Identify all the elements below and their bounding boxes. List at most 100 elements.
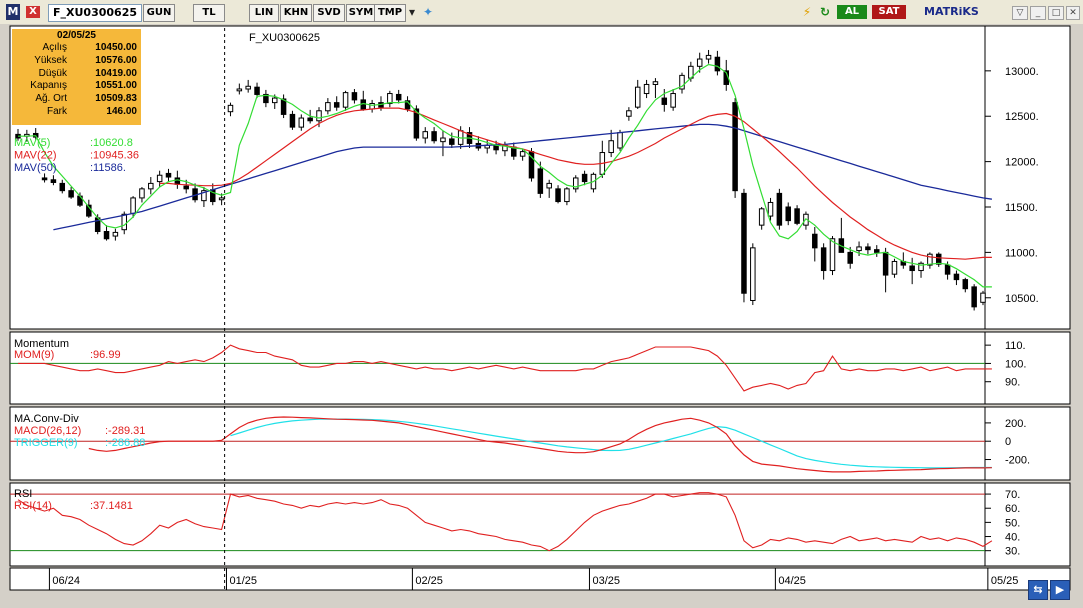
template-button[interactable]: TMP — [374, 4, 406, 22]
candle — [962, 279, 969, 290]
candle — [847, 251, 853, 264]
candle — [387, 93, 393, 105]
linear-scale-button[interactable]: LIN — [249, 4, 279, 22]
app-logo[interactable]: M — [6, 4, 20, 20]
candle — [307, 117, 313, 122]
play-icon[interactable]: ▶ — [1050, 580, 1070, 600]
candle — [316, 110, 322, 122]
candle — [201, 190, 207, 202]
info-label: Kapanış — [30, 80, 67, 92]
info-value: 10419.00 — [95, 67, 137, 79]
legend-name: TRIGGER(9) — [14, 437, 78, 449]
candle — [927, 253, 933, 266]
x-tick-label: 03/25 — [592, 575, 620, 587]
legend-value: :11586. — [90, 162, 126, 174]
candle — [263, 93, 269, 104]
candle — [342, 92, 349, 108]
symbol-field[interactable]: F_XU0300625 — [48, 4, 143, 22]
candle — [918, 262, 924, 272]
momentum-title: Momentum — [14, 338, 69, 350]
candle — [874, 249, 880, 253]
legend-name: MAV(22) — [14, 150, 57, 162]
legend-value: :-286.88 — [105, 437, 145, 449]
candle — [696, 58, 703, 67]
y-tick-label: 11000. — [1005, 247, 1038, 259]
info-value: 10576.00 — [95, 54, 137, 66]
y-tick-label: 200. — [1005, 418, 1026, 430]
candle — [820, 247, 827, 272]
candle — [741, 192, 747, 294]
legend-value: :-289.31 — [105, 425, 145, 437]
sell-button[interactable]: SAT — [872, 5, 906, 19]
candle — [218, 197, 225, 201]
candle — [519, 151, 526, 157]
toolbar: M X F_XU0300625 GUN TL LIN KHN SVD SYM T… — [0, 0, 1083, 25]
legend-value: :10620.8 — [90, 137, 133, 149]
legend-name: MOM(9) — [14, 349, 54, 361]
candle — [148, 182, 154, 190]
svd-button[interactable]: SVD — [313, 4, 345, 22]
info-value: 10551.00 — [95, 80, 137, 92]
dropdown-icon[interactable]: ▾ — [408, 5, 416, 19]
candle — [980, 292, 986, 303]
brand-label: MATRiKS — [924, 5, 979, 18]
candle — [130, 197, 136, 214]
maximize-icon[interactable]: □ — [1048, 6, 1064, 20]
info-label: Düşük — [38, 67, 67, 79]
candle — [413, 108, 420, 139]
candle — [183, 185, 189, 190]
y-tick-label: 100. — [1005, 358, 1026, 370]
x-tick-label: 06/24 — [52, 575, 80, 587]
candle — [608, 140, 614, 154]
candle — [617, 132, 623, 149]
close-chart-button[interactable]: X — [26, 6, 40, 18]
legend-value: :96.99 — [90, 349, 121, 361]
candle — [812, 233, 818, 249]
info-value: 10450.00 — [95, 42, 137, 53]
info-label: Ağ. Ort — [35, 93, 67, 105]
candle — [750, 247, 756, 301]
y-tick-label: 90. — [1005, 377, 1020, 389]
candle — [643, 83, 650, 95]
y-tick-label: 12000. — [1005, 157, 1039, 169]
info-row-diff: Fark 146.00 — [12, 106, 141, 119]
candle — [767, 201, 774, 217]
candle — [333, 102, 340, 108]
candle — [103, 231, 110, 240]
buy-button[interactable]: AL — [837, 5, 867, 19]
currency-button[interactable]: TL — [193, 4, 225, 22]
candle — [785, 206, 791, 222]
candle — [351, 92, 358, 101]
mav22-line — [159, 107, 992, 260]
info-date: 02/05/25 — [57, 30, 96, 41]
legend-name: MAV(5) — [14, 137, 50, 149]
period-button[interactable]: GUN — [143, 4, 175, 22]
candle — [227, 104, 234, 113]
candle — [440, 137, 446, 143]
y-tick-label: 12500. — [1005, 111, 1039, 123]
x-tick-label: 05/25 — [991, 575, 1019, 587]
candle — [909, 265, 915, 272]
candle — [325, 102, 331, 112]
candle — [41, 177, 48, 181]
candle — [112, 231, 119, 237]
x-tick-label: 02/25 — [415, 575, 443, 587]
twitter-icon[interactable]: ✦ — [422, 5, 434, 19]
y-tick-label: 11500. — [1005, 202, 1038, 214]
khn-button[interactable]: KHN — [280, 4, 312, 22]
y-tick-label: 50. — [1005, 517, 1020, 529]
sync-icon[interactable]: ⇆ — [1028, 580, 1048, 600]
candle — [679, 74, 685, 90]
refresh-icon[interactable]: ↻ — [819, 5, 831, 19]
candle — [59, 182, 66, 192]
panel-3 — [9, 482, 1071, 567]
sym-button[interactable]: SYM — [346, 4, 376, 22]
minimize-icon[interactable]: _ — [1030, 6, 1046, 20]
legend-name: MAV(50) — [14, 162, 57, 174]
dropdown-window-icon[interactable]: ▽ — [1012, 6, 1028, 20]
macd-line — [88, 416, 992, 473]
lightning-icon[interactable]: ⚡ — [802, 5, 812, 19]
candle — [174, 177, 181, 185]
close-icon[interactable]: ✕ — [1066, 6, 1080, 20]
candle — [865, 246, 871, 251]
